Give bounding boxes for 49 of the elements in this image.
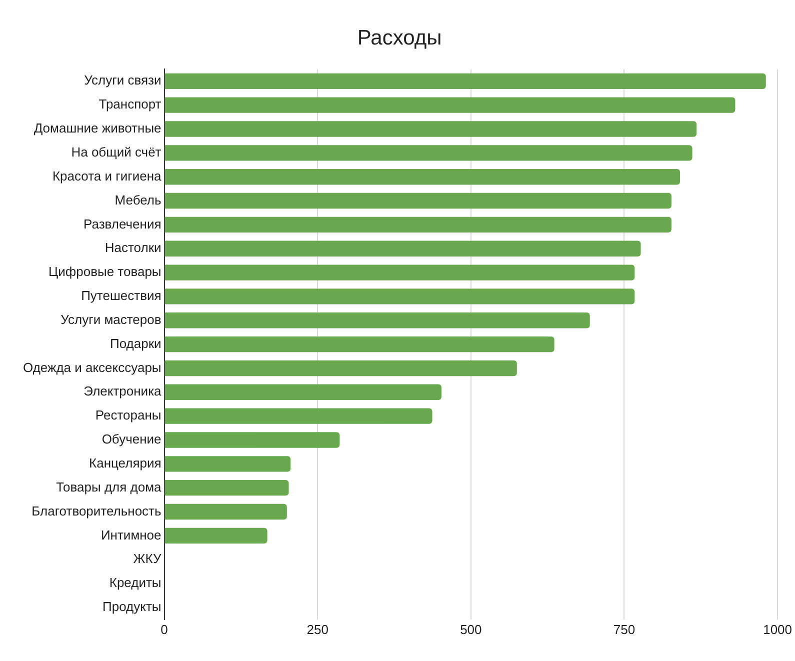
y-tick-label: Обучение bbox=[102, 432, 162, 447]
y-tick-label: Услуги связи bbox=[84, 72, 162, 88]
bar bbox=[164, 528, 268, 544]
y-tick-label: Домашние животные bbox=[34, 120, 162, 136]
y-tick-label: Услуги мастеров bbox=[60, 312, 162, 327]
bar bbox=[164, 480, 289, 496]
y-tick-label: На общий счёт bbox=[71, 144, 162, 160]
y-tick-label: Электроника bbox=[84, 384, 162, 399]
bar bbox=[164, 384, 442, 400]
x-tick-label: 1000 bbox=[763, 622, 792, 637]
y-tick-label: Товары для дома bbox=[56, 479, 162, 494]
bar bbox=[164, 504, 287, 520]
bar bbox=[164, 73, 766, 90]
y-tick-label: Рестораны bbox=[95, 408, 162, 423]
y-tick-label: ЖКУ bbox=[133, 551, 162, 566]
x-tick-label: 500 bbox=[460, 622, 482, 637]
bar bbox=[164, 456, 291, 472]
y-tick-label: Подарки bbox=[110, 336, 162, 351]
y-tick-label: Канцелярия bbox=[89, 455, 162, 470]
y-tick-label: Кредиты bbox=[109, 575, 162, 590]
y-tick-label: Красота и гигиена bbox=[52, 168, 162, 184]
chart-title: Расходы bbox=[357, 26, 442, 50]
bar bbox=[164, 360, 517, 376]
bar bbox=[164, 216, 672, 233]
x-tick-label: 750 bbox=[613, 622, 636, 637]
y-tick-label: Мебель bbox=[114, 192, 162, 208]
bar bbox=[164, 264, 635, 280]
bar bbox=[164, 336, 554, 352]
x-tick-label: 0 bbox=[160, 622, 168, 637]
bar bbox=[164, 145, 692, 161]
y-tick-label: Благотворительность bbox=[32, 503, 162, 518]
bar bbox=[164, 312, 590, 328]
y-tick-label: Интимное bbox=[100, 527, 162, 542]
y-tick-label: Одежда и аксекссуары bbox=[22, 360, 162, 375]
bar bbox=[164, 288, 635, 304]
y-tick-label: Настолки bbox=[104, 240, 162, 256]
y-tick-label: Развлечения bbox=[84, 216, 162, 232]
y-tick-label: Цифровые товары bbox=[48, 264, 162, 280]
y-tick-label: Продукты bbox=[102, 599, 162, 614]
bar bbox=[164, 97, 736, 113]
y-tick-label: Путешествия bbox=[81, 288, 162, 304]
bar bbox=[164, 240, 641, 256]
bar bbox=[164, 408, 432, 424]
bar bbox=[164, 192, 672, 209]
bar bbox=[164, 121, 697, 137]
bar bbox=[164, 432, 340, 448]
bar bbox=[164, 169, 680, 185]
x-tick-label: 250 bbox=[306, 622, 328, 637]
y-tick-label: Транспорт bbox=[98, 96, 162, 112]
